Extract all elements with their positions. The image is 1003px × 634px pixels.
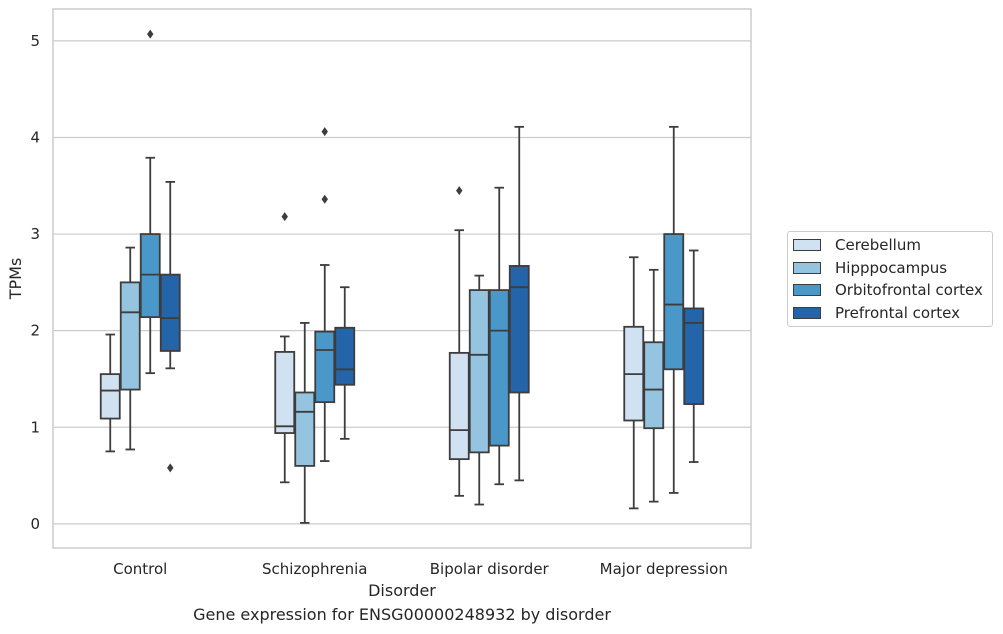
- y-tick-label: 0: [30, 515, 40, 533]
- box: [314, 330, 336, 404]
- outlier-point: [456, 186, 463, 196]
- legend-label-cerebellum: Cerebellum: [835, 236, 921, 254]
- outlier-point: [147, 29, 154, 39]
- outlier-point: [167, 463, 174, 473]
- x-tick-label: Schizophrenia: [262, 560, 367, 578]
- box: [663, 233, 685, 371]
- box: [119, 281, 141, 391]
- box: [448, 351, 470, 461]
- chart-title: Gene expression for ENSG00000248932 by d…: [193, 605, 611, 624]
- legend-swatch-hippocampus: [793, 262, 821, 274]
- box: [139, 233, 161, 319]
- box: [508, 265, 530, 394]
- x-axis-label: Disorder: [368, 581, 436, 600]
- y-tick-label: 1: [30, 418, 40, 436]
- plot-frame: [52, 8, 752, 549]
- y-tick-label: 4: [30, 128, 40, 146]
- x-tick-label: Major depression: [600, 560, 728, 578]
- box: [683, 307, 705, 405]
- legend-swatch-cerebellum: [793, 239, 821, 251]
- legend: Cerebellum Hipppocampus Orbitofrontal co…: [787, 231, 993, 327]
- legend-label-prefrontal-cortex: Prefrontal cortex: [835, 304, 960, 322]
- x-tick-label: Control: [113, 560, 167, 578]
- outlier-point: [321, 127, 328, 137]
- y-tick-label: 2: [30, 322, 40, 340]
- legend-label-hippocampus: Hipppocampus: [835, 259, 948, 277]
- box: [159, 273, 181, 352]
- box: [294, 391, 316, 467]
- box: [334, 326, 356, 386]
- legend-swatch-orbitofrontal-cortex: [793, 284, 821, 296]
- box: [99, 373, 121, 420]
- box: [488, 289, 510, 447]
- y-tick-label: 3: [30, 225, 40, 243]
- box: [468, 289, 490, 454]
- outlier-point: [281, 212, 288, 222]
- legend-label-orbitofrontal-cortex: Orbitofrontal cortex: [835, 281, 983, 299]
- box: [643, 341, 665, 430]
- y-axis-label: TPMs: [6, 258, 25, 301]
- y-tick-label: 5: [30, 32, 40, 50]
- x-tick-label: Bipolar disorder: [430, 560, 550, 578]
- box: [274, 351, 296, 434]
- legend-swatch-prefrontal-cortex: [793, 307, 821, 319]
- outlier-point: [321, 194, 328, 204]
